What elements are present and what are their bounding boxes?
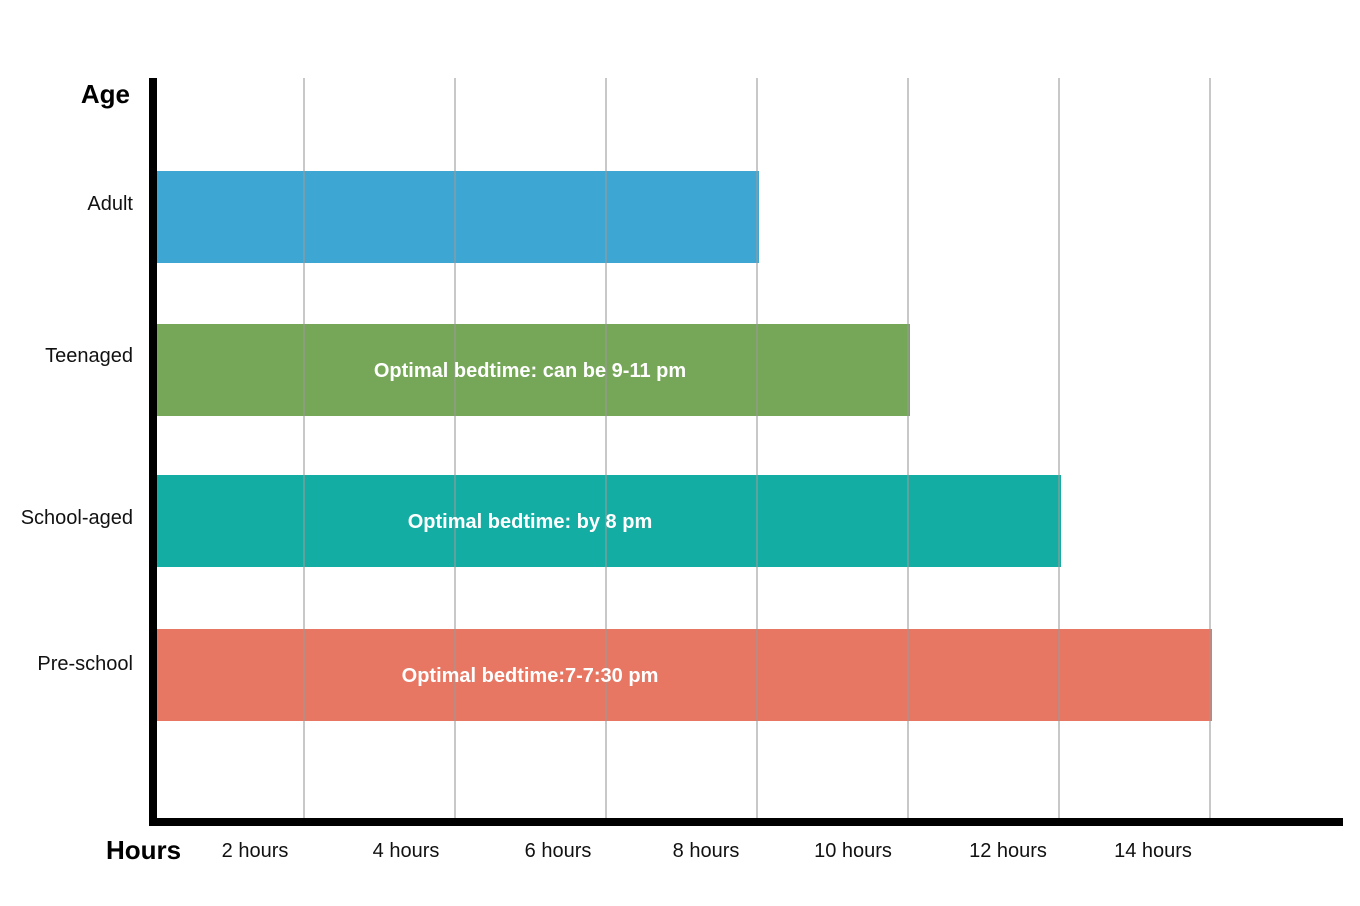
- bar-annotation: Optimal bedtime: can be 9-11 pm: [374, 360, 686, 382]
- bar-adult: [157, 171, 759, 263]
- x-tick-label: 4 hours: [373, 840, 440, 862]
- axes: [149, 78, 1343, 826]
- category-label: School-aged: [21, 507, 133, 529]
- x-axis-title: Hours: [106, 835, 181, 865]
- y-axis-title: Age: [81, 79, 130, 109]
- category-label: Pre-school: [37, 653, 133, 675]
- category-label: Adult: [87, 193, 133, 215]
- bar-annotation: Optimal bedtime: by 8 pm: [408, 511, 652, 533]
- x-tick-label: 12 hours: [969, 840, 1047, 862]
- x-tick-label: 14 hours: [1114, 840, 1192, 862]
- bars: [157, 171, 1212, 721]
- bar-annotation: Optimal bedtime:7-7:30 pm: [402, 665, 659, 687]
- x-tick-label: 2 hours: [222, 840, 289, 862]
- x-tick-label: 10 hours: [814, 840, 892, 862]
- x-tick-label: 8 hours: [673, 840, 740, 862]
- bar-pre-school: [157, 629, 1212, 721]
- bar-school-aged: [157, 475, 1061, 567]
- category-label: Teenaged: [45, 345, 133, 367]
- x-tick-label: 6 hours: [525, 840, 592, 862]
- labels: Age Hours Adult Teenaged Optimal bedtime: …: [21, 79, 1192, 865]
- bar-teenaged: [157, 324, 910, 416]
- gridlines: [303, 78, 1211, 822]
